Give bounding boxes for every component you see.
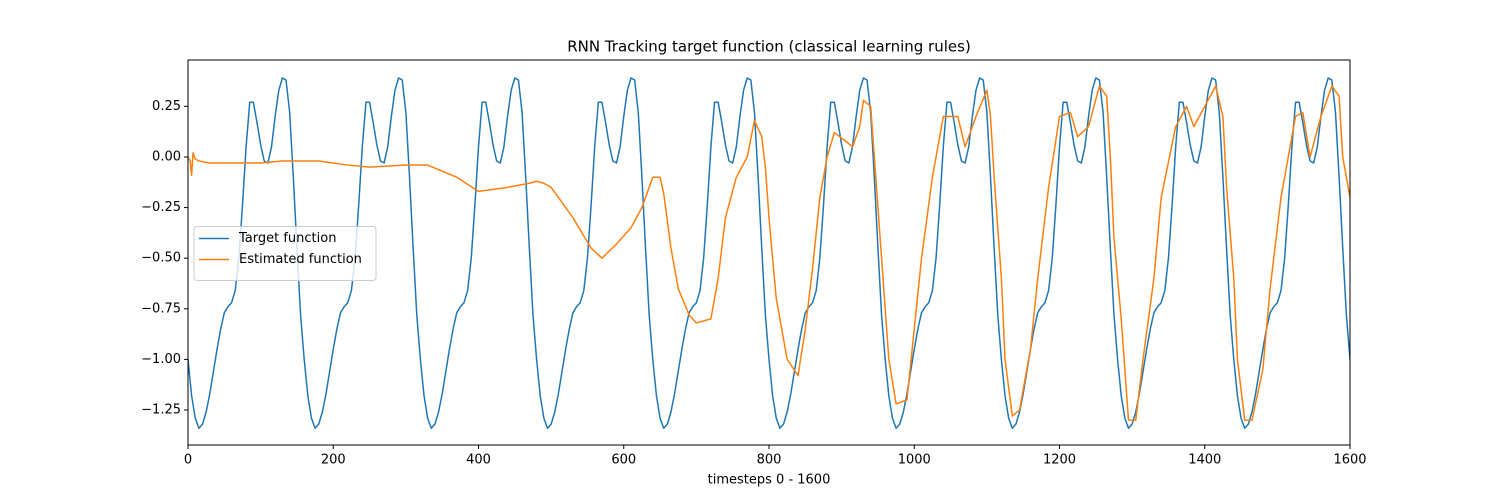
legend-label: Estimated function	[239, 252, 362, 267]
data-line	[188, 85, 1350, 421]
x-tick-label: 1600	[1333, 453, 1366, 468]
legend-label: Target function	[238, 231, 336, 246]
x-tick-label: 400	[466, 453, 491, 468]
y-tick-label: −1.25	[141, 402, 181, 417]
legend-box	[193, 226, 377, 281]
x-tick-label: 1400	[1188, 453, 1221, 468]
chart-title: RNN Tracking target function (classical …	[567, 38, 971, 56]
y-tick-label: −0.75	[141, 301, 181, 316]
y-tick-label: 0.25	[152, 99, 181, 114]
x-tick-label: 200	[321, 453, 346, 468]
y-tick-label: −0.50	[141, 251, 181, 266]
plot-frame	[187, 59, 1351, 446]
x-tick-label: 600	[611, 453, 636, 468]
x-tick-label: 800	[757, 453, 782, 468]
x-tick-label: 0	[184, 453, 192, 468]
x-axis-label: timesteps 0 - 1600	[708, 473, 831, 488]
x-tick-label: 1200	[1043, 453, 1076, 468]
y-tick-label: −0.25	[141, 200, 181, 215]
x-tick-label: 1000	[898, 453, 931, 468]
y-tick-label: 0.00	[152, 149, 181, 164]
y-tick-label: −1.00	[141, 352, 181, 367]
data-line	[188, 77, 1350, 429]
